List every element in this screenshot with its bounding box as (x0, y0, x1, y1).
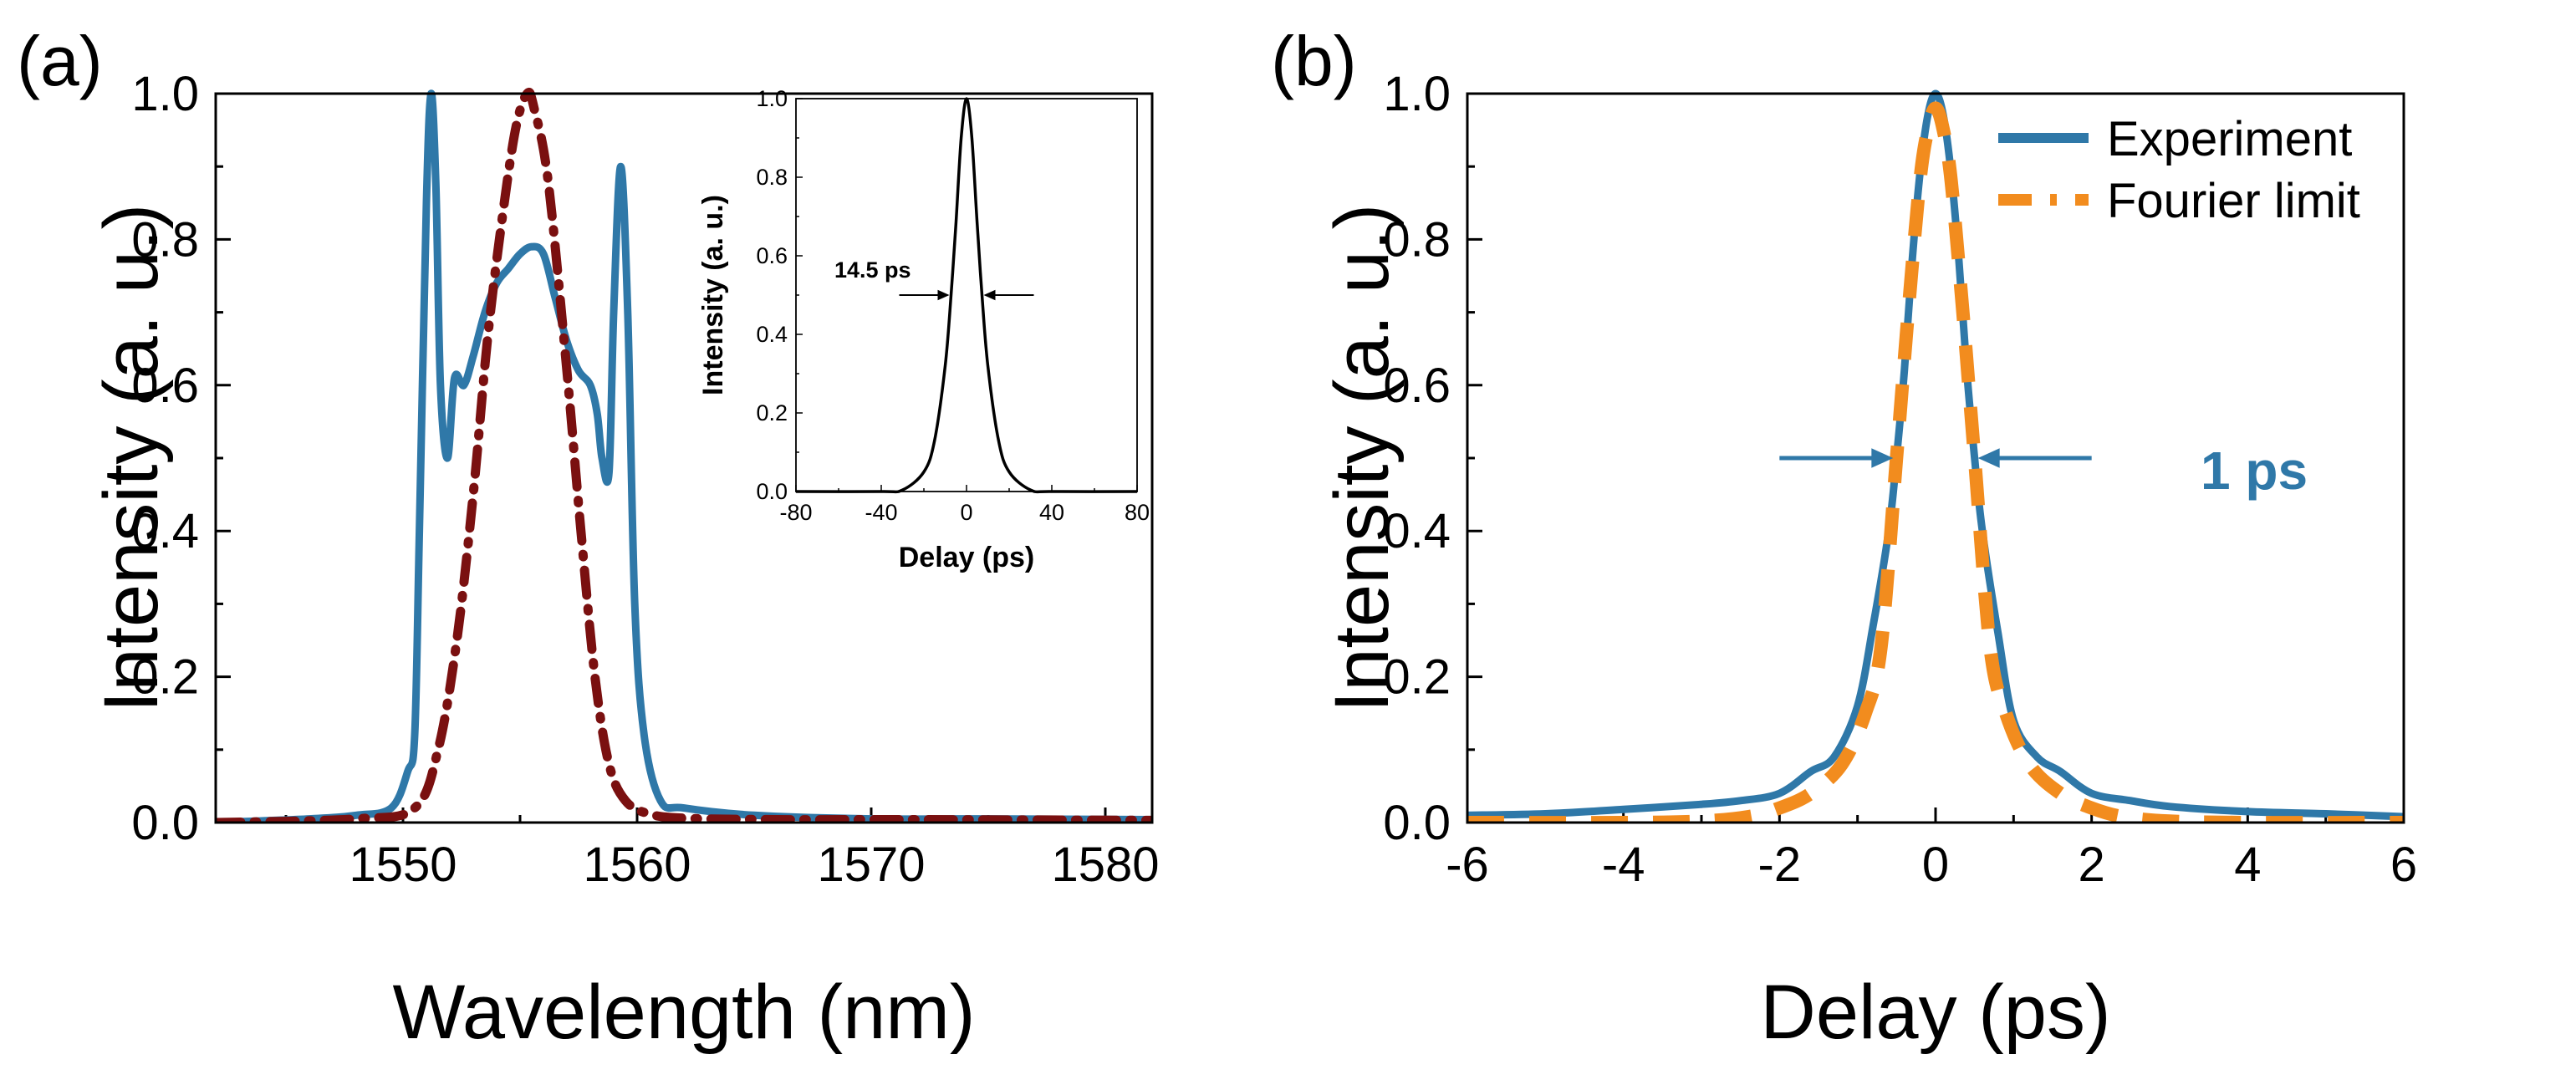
panel-b-xtick-label: 0 (1922, 838, 1949, 892)
panel-a-frame (214, 92, 1154, 824)
panel-b-ytick-label: 0.6 (1383, 359, 1451, 413)
inset-fwhm-arrows (899, 289, 1034, 301)
inset-xlabel: Delay (ps) (899, 542, 1035, 573)
inset-fwhm-label: 14.5 ps (834, 257, 911, 283)
legend-label-experiment: Experiment (2107, 112, 2352, 166)
panel-b-ticks: -6 -4 -2 0 2 4 6 0.0 0.2 0.4 0.6 0.8 1.0 (1383, 67, 2417, 892)
panel-b-series-fourier-limit (1467, 101, 2404, 823)
panel-b-xtick-label: -4 (1602, 838, 1645, 892)
panel-b-arrow-left-head (1871, 448, 1894, 468)
inset-plot: -80 -40 0 40 80 0.0 0.2 0.4 0.6 0.8 1.0 Delay (ps)… (697, 86, 1150, 573)
inset-xtick-label: 0 (960, 500, 972, 525)
panel-label-a: (a) (17, 22, 103, 100)
panel-b-xtick-label: 4 (2234, 838, 2261, 892)
inset-xtick-label: -80 (779, 500, 812, 525)
inset-background (796, 99, 1137, 492)
panel-a-ytick-label: 0.6 (131, 359, 199, 413)
panel-b-fwhm-arrows (1779, 448, 2092, 468)
inset-ticks: -80 -40 0 40 80 0.0 0.2 0.4 0.6 0.8 1.0 (756, 86, 1150, 525)
panel-b-xtick-label: -2 (1758, 838, 1802, 892)
panel-a-ticks: 1550 1560 1570 1580 0.0 0.2 0.4 0.6 0.8 1.0 (131, 67, 1159, 892)
inset-ytick-label: 0.4 (756, 322, 788, 347)
panel-b-xtick-label: -6 (1446, 838, 1489, 892)
inset-arrow-right-head (983, 289, 996, 301)
inset-ytick-label: 0.8 (756, 165, 788, 190)
panel-b-ytick-label: 0.0 (1383, 796, 1451, 850)
inset-frame (795, 98, 1138, 492)
panel-b-ylabel: Intensity (a. u.) (1319, 204, 1405, 712)
inset-ylabel: Intensity (a. u.) (697, 195, 729, 395)
inset-ytick-label: 0.2 (756, 400, 788, 425)
inset-xtick-label: 40 (1039, 500, 1064, 525)
panel-b: (b) -6 -4 -2 0 2 4 6 0.0 0.2 0.4 0.6 0.8 1.0 Delay (… (1271, 22, 2417, 1055)
panel-label-b: (b) (1271, 22, 1357, 100)
panel-b-ytick-label: 1.0 (1383, 67, 1451, 121)
panel-b-ytick-label: 0.2 (1383, 650, 1451, 705)
legend-label-fourier: Fourier limit (2107, 174, 2360, 228)
legend: Experiment Fourier limit (1998, 112, 2360, 228)
panel-a-xtick-label: 1580 (1051, 838, 1159, 892)
panel-b-xtick-label: 2 (2079, 838, 2105, 892)
panel-a-series-measured (216, 89, 1152, 823)
panel-a-xtick-label: 1570 (817, 838, 925, 892)
panel-b-fwhm-label: 1 ps (2201, 441, 2308, 501)
inset-ytick-label: 0.0 (756, 479, 788, 504)
panel-a-ytick-label: 0.2 (131, 650, 199, 705)
inset-ytick-label: 1.0 (756, 86, 788, 111)
panel-b-arrow-right-head (1977, 448, 2000, 468)
panel-a-series (216, 87, 1152, 823)
panel-a-series-reference (216, 87, 1152, 823)
panel-b-ytick-label: 0.8 (1383, 212, 1451, 267)
panel-b-xlabel: Delay (ps) (1760, 970, 2110, 1055)
panel-b-xtick-label: 6 (2390, 838, 2417, 892)
panel-a-xtick-label: 1560 (583, 838, 691, 892)
inset-xtick-label: 80 (1125, 500, 1150, 525)
panel-a-ytick-label: 0.0 (131, 796, 199, 850)
panel-b-frame (1466, 92, 2405, 824)
panel-a-ylabel: Intensity (a. u.) (89, 204, 174, 712)
inset-xtick-label: -40 (865, 500, 897, 525)
panel-a-xlabel: Wavelength (nm) (392, 970, 975, 1055)
panel-a-ytick-label: 1.0 (131, 67, 199, 121)
panel-a-ytick-label: 0.8 (131, 212, 199, 267)
inset-ytick-label: 0.6 (756, 243, 788, 268)
panel-b-ytick-label: 0.4 (1383, 504, 1451, 558)
panel-a-xtick-label: 1550 (349, 838, 457, 892)
inset-arrow-left-head (937, 289, 950, 301)
panel-a: (a) 1550 1560 1570 1580 0.0 0.2 0.4 0.6 0.8 1.0 W… (17, 22, 1160, 1055)
panel-a-ytick-label: 0.4 (131, 504, 199, 558)
